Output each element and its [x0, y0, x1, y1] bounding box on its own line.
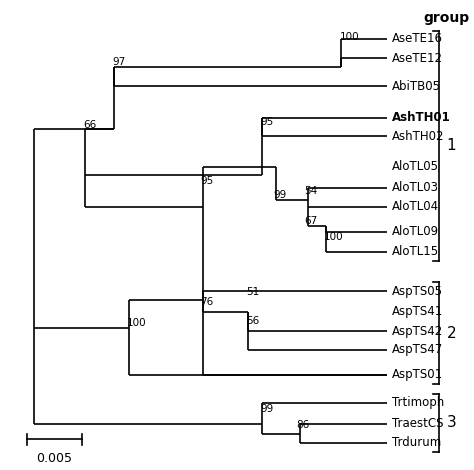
Text: 2: 2 [447, 326, 456, 341]
Text: 99: 99 [273, 190, 287, 200]
Text: 56: 56 [246, 316, 259, 326]
Text: Trdurum: Trdurum [392, 437, 441, 449]
Text: AloTL09: AloTL09 [392, 226, 439, 238]
Text: AloTL05: AloTL05 [392, 160, 439, 173]
Text: 95: 95 [200, 176, 213, 186]
Text: 97: 97 [112, 56, 126, 67]
Text: 1: 1 [447, 138, 456, 153]
Text: 51: 51 [246, 287, 259, 297]
Text: 66: 66 [83, 120, 96, 130]
Text: 76: 76 [200, 298, 213, 307]
Text: 86: 86 [297, 420, 310, 430]
Text: 0.005: 0.005 [36, 452, 72, 465]
Text: AshTH01: AshTH01 [392, 111, 450, 125]
Text: 99: 99 [260, 404, 273, 414]
Text: 100: 100 [127, 318, 146, 329]
Text: AspTS41: AspTS41 [392, 305, 443, 318]
Text: 100: 100 [340, 32, 360, 42]
Text: AspTS05: AspTS05 [392, 285, 443, 298]
Text: AloTL03: AloTL03 [392, 181, 439, 194]
Text: TraestCS: TraestCS [392, 417, 443, 431]
Text: AbiTB05: AbiTB05 [392, 80, 441, 93]
Text: 95: 95 [260, 117, 273, 127]
Text: AshTH02: AshTH02 [392, 130, 444, 143]
Text: AspTS47: AspTS47 [392, 343, 443, 356]
Text: 54: 54 [304, 186, 318, 196]
Text: AseTE16: AseTE16 [392, 32, 443, 45]
Text: AspTS42: AspTS42 [392, 325, 443, 337]
Text: 67: 67 [304, 216, 318, 227]
Text: AspTS01: AspTS01 [392, 368, 443, 382]
Text: AloTL15: AloTL15 [392, 245, 439, 258]
Text: 100: 100 [324, 232, 344, 242]
Text: 3: 3 [447, 415, 456, 431]
Text: group: group [424, 11, 470, 25]
Text: AseTE12: AseTE12 [392, 52, 443, 65]
Text: Trtimoph: Trtimoph [392, 396, 444, 409]
Text: AloTL04: AloTL04 [392, 200, 439, 213]
